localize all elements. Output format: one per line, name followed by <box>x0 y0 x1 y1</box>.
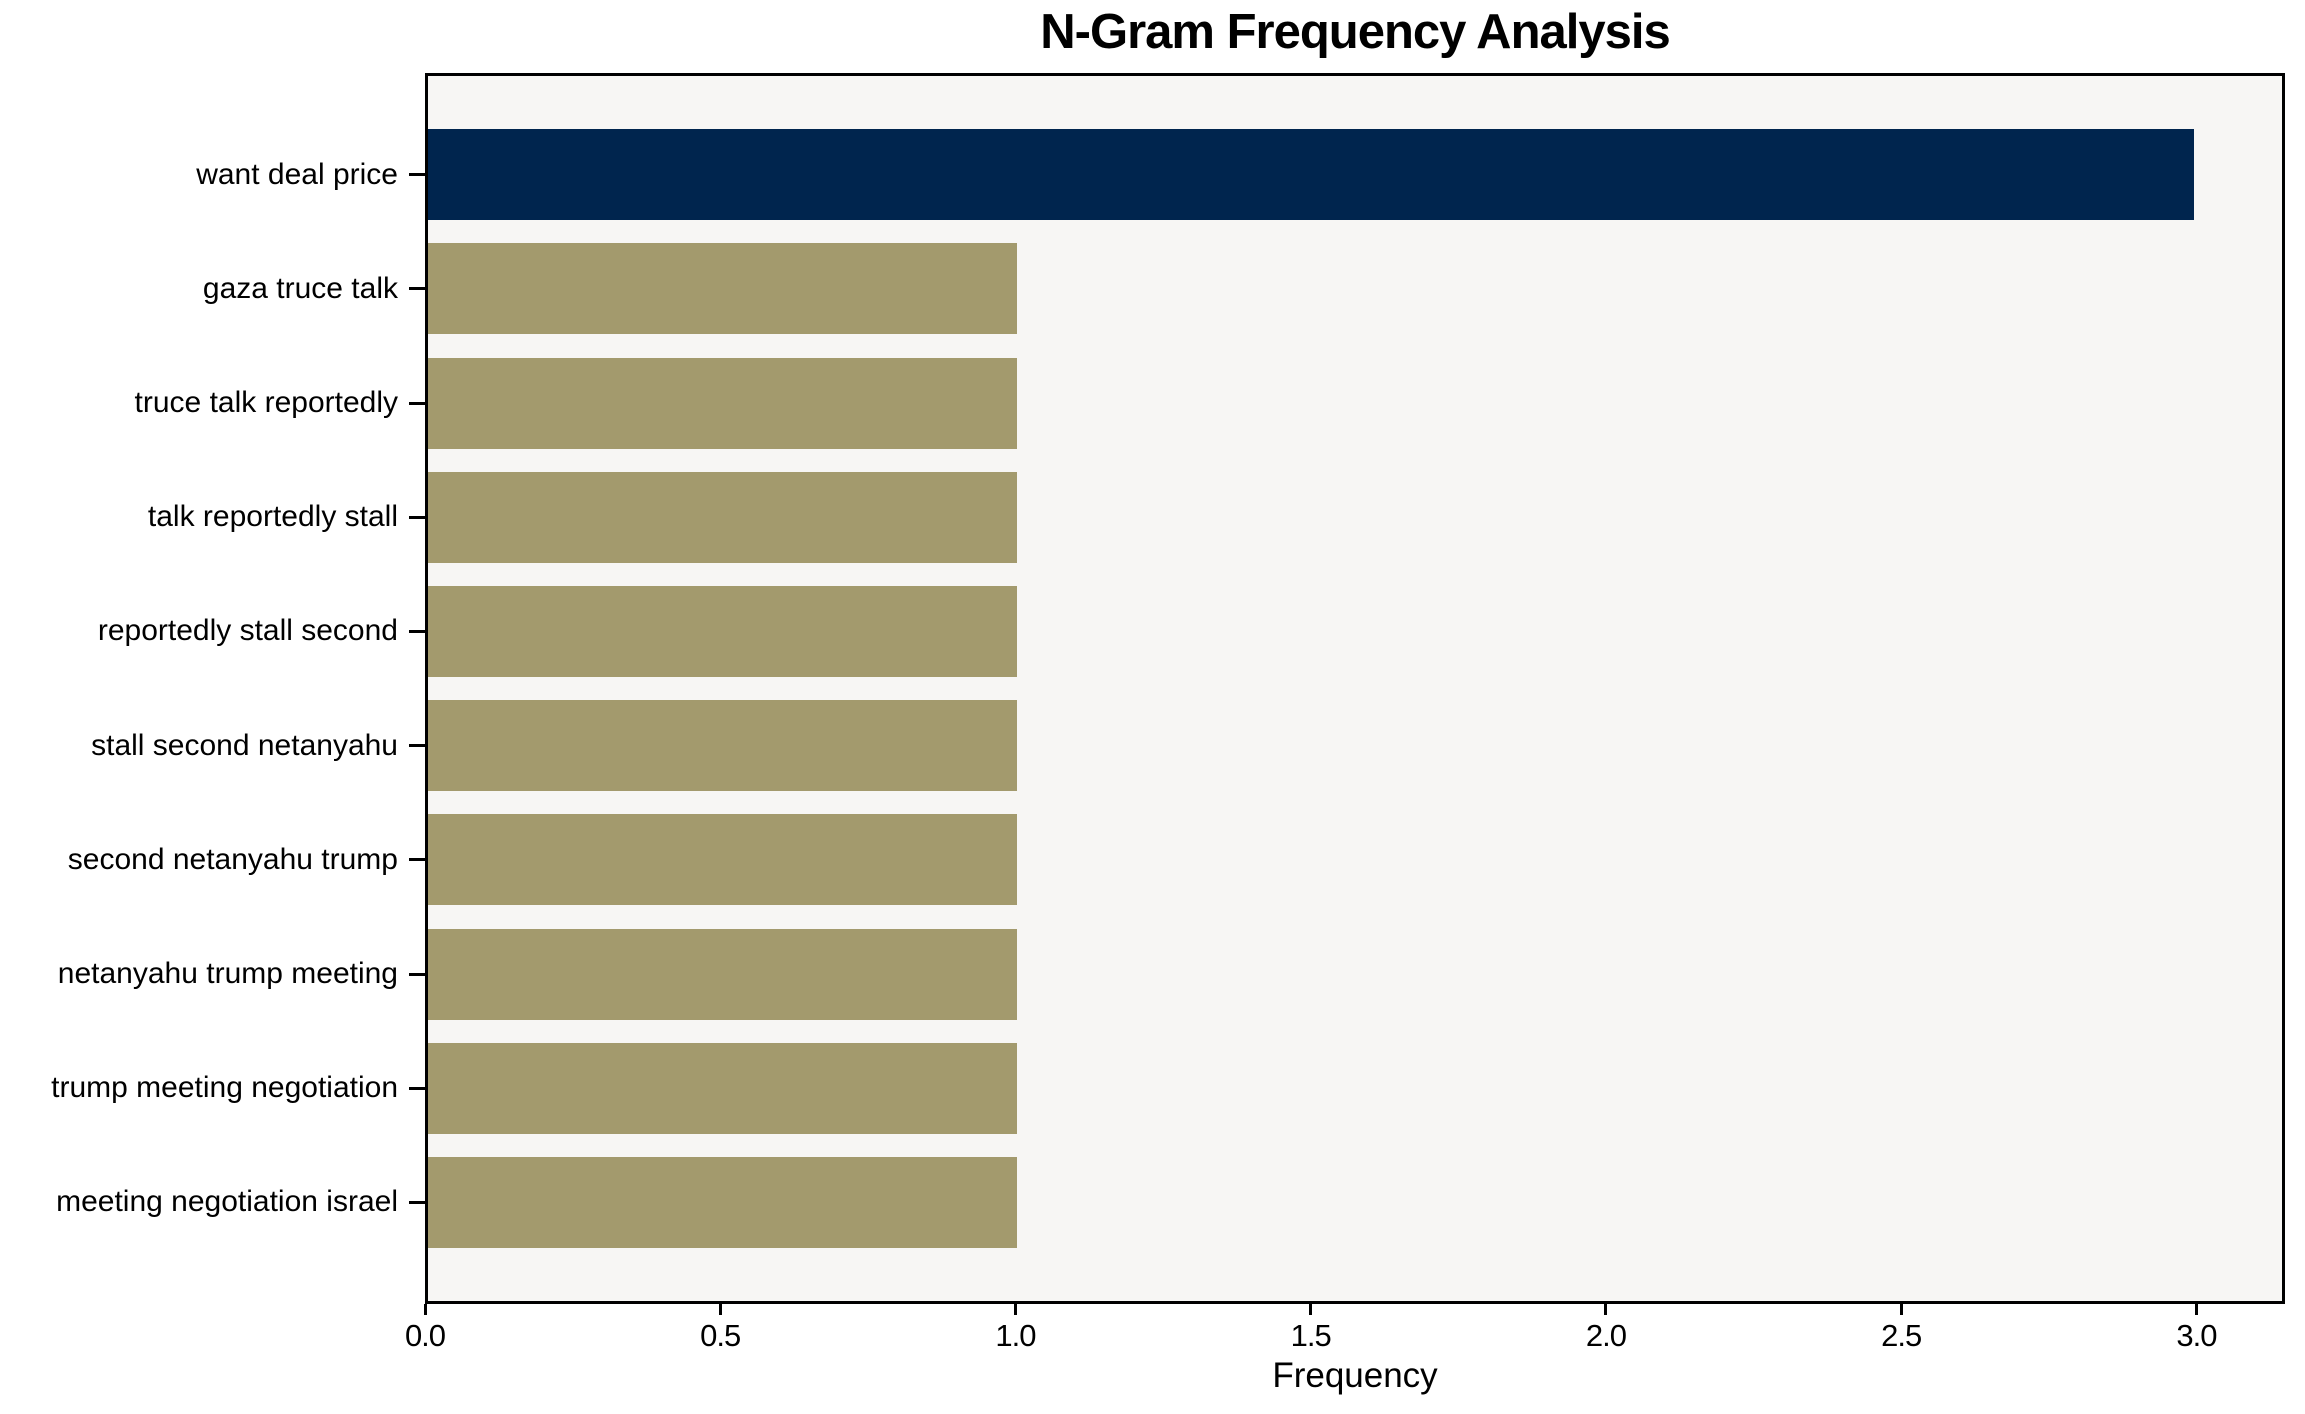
x-tick-label: 0.0 <box>404 1318 446 1353</box>
y-tick-label: trump meeting negotiation <box>51 1071 398 1105</box>
x-axis-label: Frequency <box>1272 1356 1438 1395</box>
x-tick-label: 2.5 <box>1881 1318 1922 1353</box>
plot-area <box>425 73 2285 1304</box>
x-tick-label: 2.0 <box>1585 1318 1627 1353</box>
y-tick-mark <box>409 173 425 177</box>
x-tick-label: 0.5 <box>700 1318 741 1353</box>
x-tick-mark <box>1899 1304 1903 1315</box>
y-tick-mark <box>409 1086 425 1090</box>
bar <box>428 814 1017 906</box>
x-tick-label: 3.0 <box>2176 1318 2217 1353</box>
x-tick-mark <box>1013 1304 1017 1315</box>
y-tick-label: want deal price <box>196 157 398 191</box>
y-tick-label: stall second netanyahu <box>91 728 398 762</box>
y-tick-mark <box>409 287 425 291</box>
bar <box>428 585 1017 677</box>
x-tick-mark <box>1309 1304 1313 1315</box>
bar <box>428 928 1017 1020</box>
y-tick-mark <box>409 972 425 976</box>
x-tick-label: 1.5 <box>1290 1318 1332 1353</box>
bar <box>428 700 1017 792</box>
x-tick-mark <box>2194 1304 2198 1315</box>
y-tick-label: talk reportedly stall <box>147 500 398 534</box>
y-tick-mark <box>409 858 425 862</box>
x-tick-label: 1.0 <box>995 1318 1036 1353</box>
y-tick-mark <box>409 1200 425 1204</box>
y-tick-mark <box>409 401 425 405</box>
bar <box>428 129 2194 221</box>
y-tick-label: gaza truce talk <box>202 271 398 305</box>
y-tick-mark <box>409 629 425 633</box>
y-tick-label: netanyahu trump meeting <box>57 957 398 990</box>
bar <box>428 471 1017 563</box>
bar <box>428 1156 1017 1248</box>
y-tick-mark <box>409 515 425 519</box>
bar <box>428 357 1017 449</box>
x-tick-mark <box>423 1304 427 1315</box>
bar <box>428 1042 1017 1134</box>
chart-title: N-Gram Frequency Analysis <box>1040 5 1670 59</box>
y-tick-label: reportedly stall second <box>97 614 398 648</box>
y-tick-label: truce talk reportedly <box>134 386 398 419</box>
bar <box>428 243 1017 335</box>
x-tick-mark <box>718 1304 722 1315</box>
y-tick-label: second netanyahu trump <box>67 842 398 876</box>
y-tick-label: meeting negotiation israel <box>56 1185 398 1219</box>
y-tick-mark <box>409 744 425 748</box>
x-tick-mark <box>1604 1304 1608 1315</box>
